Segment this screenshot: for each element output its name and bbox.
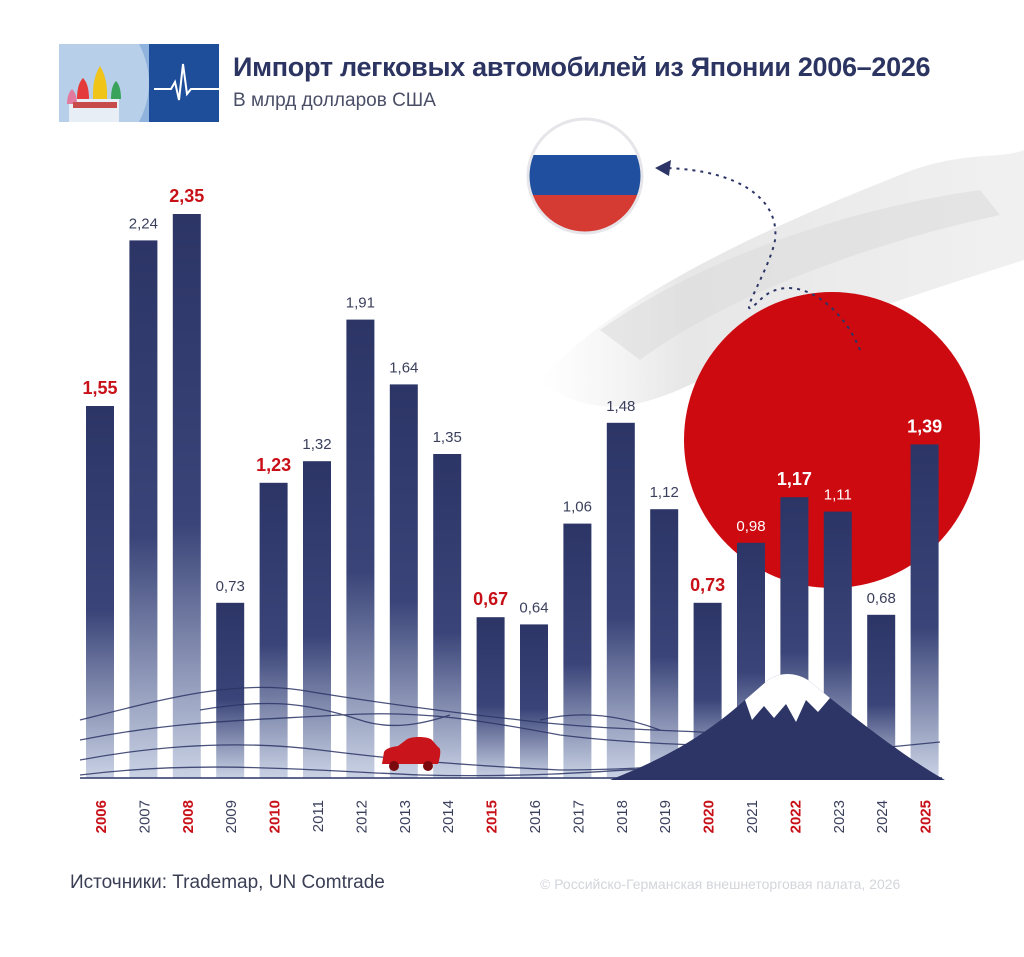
bar-2015: [476, 617, 505, 778]
bar-2014: [433, 454, 462, 778]
bar-2011: [303, 461, 331, 778]
bar-2019: [650, 509, 679, 778]
x-tick-2025: 2025: [918, 800, 935, 833]
x-tick-2013: 2013: [397, 800, 414, 833]
value-label-2023: 1,11: [824, 487, 852, 504]
car-icon: [382, 737, 441, 771]
value-label-2017: 1,06: [563, 499, 592, 516]
value-label-2024: 0,68: [867, 590, 896, 607]
x-tick-2009: 2009: [223, 800, 240, 833]
value-label-2010: 1,23: [256, 455, 291, 475]
x-tick-2007: 2007: [136, 800, 153, 833]
x-tick-2021: 2021: [744, 800, 761, 833]
value-label-2018: 1,48: [606, 398, 635, 415]
russia-flag-icon: [526, 117, 644, 235]
value-label-2012: 1,91: [346, 295, 375, 312]
value-label-2016: 0,64: [519, 599, 548, 616]
bar-2018: [606, 422, 635, 778]
x-tick-2019: 2019: [657, 800, 674, 833]
value-label-2008: 2,35: [169, 186, 204, 206]
x-tick-2018: 2018: [614, 800, 631, 833]
mount-fuji: [610, 674, 945, 780]
value-label-2020: 0,73: [690, 575, 725, 595]
value-label-2014: 1,35: [433, 429, 462, 446]
x-tick-2024: 2024: [874, 800, 891, 833]
logo-image: [59, 44, 219, 122]
x-tick-2023: 2023: [831, 800, 848, 833]
x-tick-2017: 2017: [570, 800, 587, 833]
x-tick-2015: 2015: [484, 800, 501, 833]
x-tick-2010: 2010: [267, 800, 284, 833]
value-label-2006: 1,55: [82, 378, 117, 398]
x-tick-2008: 2008: [180, 800, 197, 833]
x-tick-labels: 2006 2007 2008 2009 2010 2011 2012 2013 2014 2015…: [93, 800, 935, 833]
page-subtitle: В млрд долларов США: [233, 90, 436, 111]
bar-2010: [259, 482, 288, 778]
brush-stroke: [540, 150, 1024, 407]
x-tick-2020: 2020: [701, 800, 718, 833]
value-label-2019: 1,12: [650, 484, 679, 501]
source-note: Источники: Trademap, UN Comtrade: [70, 872, 385, 893]
bar-2016: [520, 624, 548, 778]
value-label-2013: 1,64: [389, 359, 418, 376]
value-label-2022: 1,17: [777, 469, 812, 489]
bar-2007: [129, 240, 158, 778]
bar-2006: [86, 406, 114, 778]
bar-2025: [910, 444, 939, 778]
value-label-2011: 1,32: [302, 436, 331, 453]
value-label-2021: 0,98: [736, 518, 765, 535]
bar-2008: [172, 214, 201, 778]
x-tick-2014: 2014: [440, 800, 457, 833]
landscape-lines: [79, 686, 941, 777]
value-label-2007: 2,24: [129, 215, 158, 232]
bar-2013: [389, 384, 418, 778]
japan-sun: [684, 292, 980, 588]
x-tick-2012: 2012: [353, 800, 370, 833]
bar-2012: [346, 319, 375, 778]
bar-series: 1,55 2,24 2,35 0,73 1,23 1,32 1,91 1,64 1,35 0,67…: [82, 186, 942, 778]
copyright-note: © Российско-Германская внешнеторговая па…: [540, 876, 901, 892]
x-tick-2006: 2006: [93, 800, 110, 833]
x-tick-2016: 2016: [527, 800, 544, 833]
value-label-2025: 1,39: [907, 416, 942, 436]
value-label-2009: 0,73: [216, 578, 245, 595]
bar-2017: [563, 523, 592, 778]
x-tick-2022: 2022: [787, 800, 804, 833]
x-tick-2011: 2011: [310, 800, 327, 832]
page-title: Импорт легковых автомобилей из Японии 20…: [233, 52, 931, 82]
dotted-arrow: [655, 160, 861, 351]
value-label-2015: 0,67: [473, 589, 508, 609]
